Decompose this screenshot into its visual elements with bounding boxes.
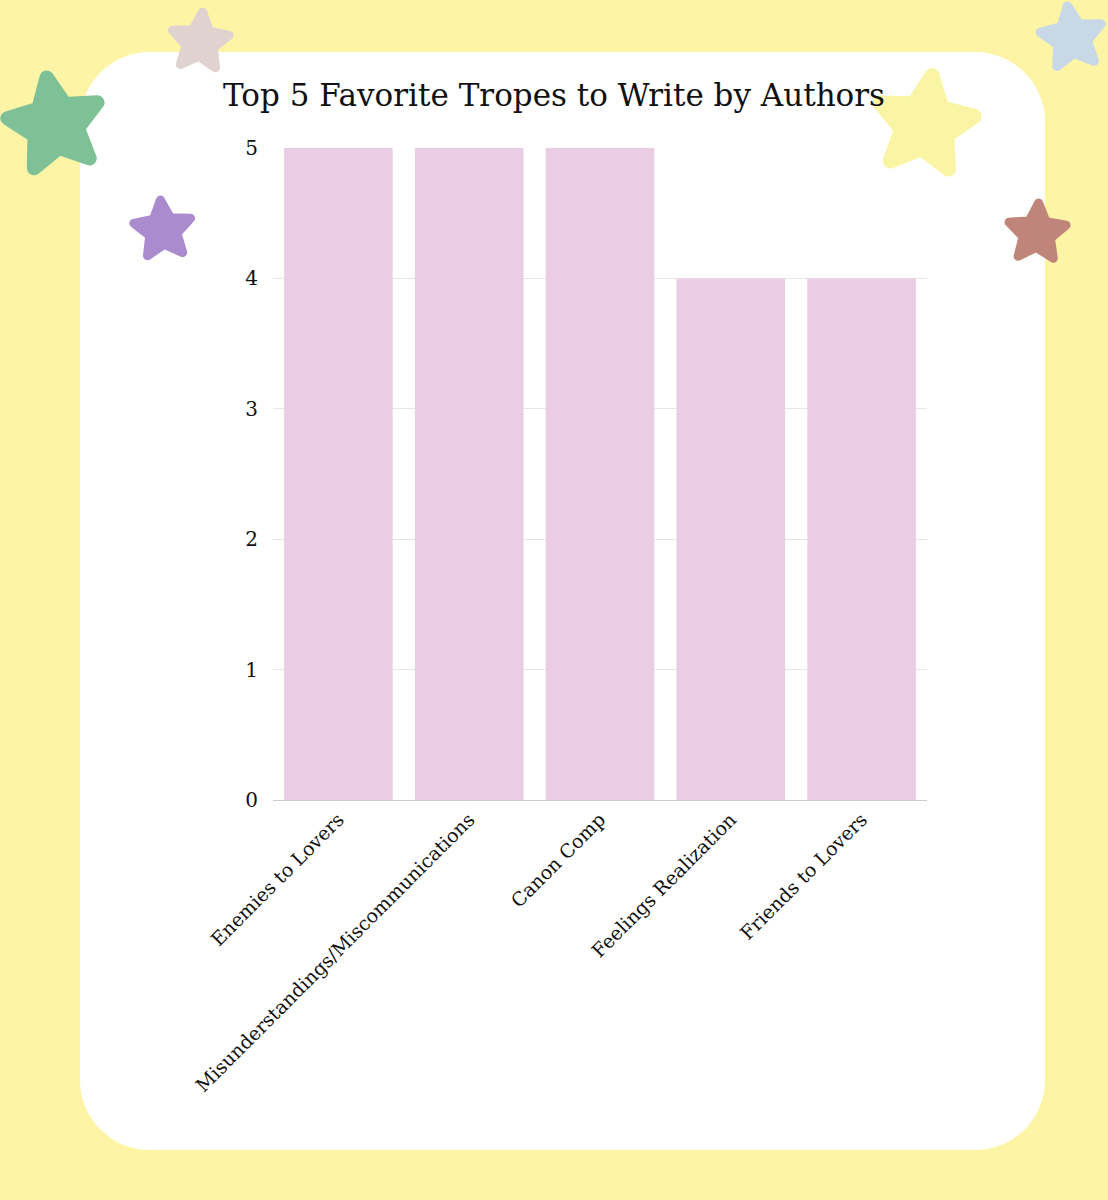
svg-text:4: 4	[245, 266, 258, 290]
svg-text:Misunderstandings/Miscommunica: Misunderstandings/Miscommunications	[191, 808, 479, 1096]
svg-text:0: 0	[245, 788, 258, 812]
svg-text:Top 5 Favorite Tropes to Write: Top 5 Favorite Tropes to Write by Author…	[223, 77, 885, 113]
svg-text:Feelings Realization: Feelings Realization	[587, 808, 740, 961]
svg-text:Canon Comp: Canon Comp	[506, 808, 609, 911]
svg-text:2: 2	[245, 527, 258, 551]
svg-text:3: 3	[245, 397, 258, 421]
svg-text:Enemies to Lovers: Enemies to Lovers	[206, 808, 348, 950]
svg-text:Friends to Lovers: Friends to Lovers	[736, 808, 872, 944]
svg-text:1: 1	[245, 658, 258, 682]
svg-text:5: 5	[245, 136, 258, 160]
